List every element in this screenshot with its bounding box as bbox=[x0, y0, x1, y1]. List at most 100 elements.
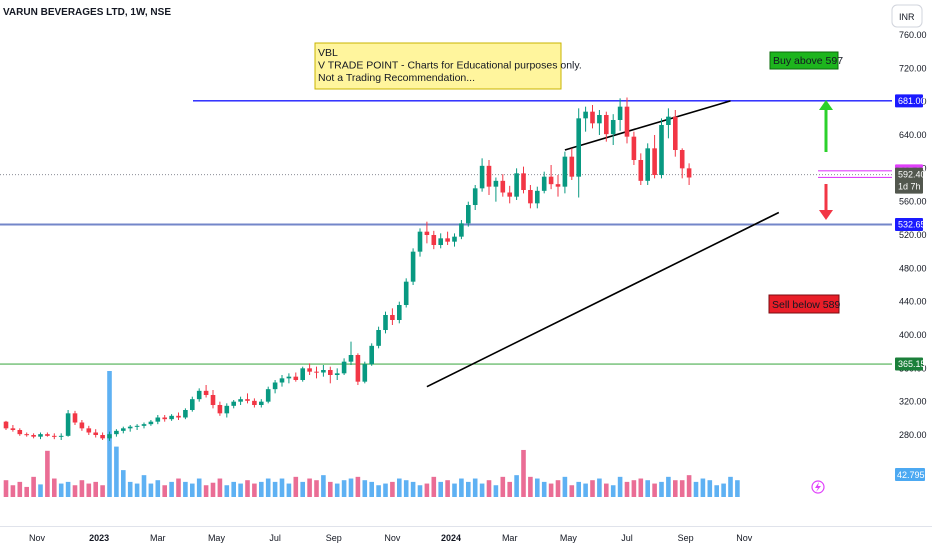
candle-body bbox=[383, 315, 388, 330]
candle-body bbox=[610, 120, 616, 135]
volume-bar bbox=[728, 476, 733, 497]
candle-body bbox=[328, 370, 333, 375]
candle-body bbox=[252, 400, 257, 405]
volume-bar bbox=[272, 481, 278, 497]
volume-bar bbox=[17, 481, 23, 497]
volume-bar bbox=[693, 481, 699, 497]
volume-bar bbox=[279, 478, 285, 497]
level-label-text: 532.65 bbox=[898, 220, 926, 230]
candle-body bbox=[590, 111, 595, 124]
candle-body bbox=[176, 415, 181, 418]
candle-body bbox=[65, 413, 71, 436]
candle-body bbox=[652, 148, 657, 175]
lightning-icon-bolt bbox=[815, 482, 821, 492]
candle-body bbox=[528, 190, 533, 204]
sell-label: Sell below 589 bbox=[768, 294, 840, 314]
candle-body bbox=[555, 184, 561, 187]
candle-body bbox=[121, 428, 126, 431]
volume-bar bbox=[597, 478, 602, 497]
volume-bar bbox=[479, 483, 485, 497]
volume-bar bbox=[707, 480, 713, 497]
candle-body bbox=[86, 428, 92, 433]
candle-body bbox=[376, 330, 381, 346]
volume-bar bbox=[314, 480, 319, 497]
candle-body bbox=[259, 401, 264, 405]
volume-bar bbox=[52, 478, 57, 497]
currency-button[interactable]: INR bbox=[891, 4, 923, 28]
volume-bar bbox=[31, 476, 36, 497]
candle-body bbox=[679, 150, 685, 169]
volume-bar bbox=[24, 486, 29, 497]
volume-bar bbox=[535, 478, 540, 497]
volume-bar bbox=[659, 481, 664, 497]
volume-bar bbox=[507, 481, 512, 497]
price-label: 592.40 1d 7h bbox=[895, 167, 926, 194]
candle-body bbox=[659, 125, 664, 175]
candle-body bbox=[548, 176, 554, 185]
volume-bar bbox=[293, 476, 299, 497]
volume-bar bbox=[300, 481, 305, 497]
lower-trendline bbox=[426, 211, 780, 388]
volume-bar bbox=[617, 476, 623, 497]
candle-body bbox=[403, 281, 409, 305]
volume-bar bbox=[190, 483, 195, 497]
volume-bar bbox=[203, 485, 209, 497]
volume-bar bbox=[638, 478, 644, 497]
volume-bar bbox=[376, 485, 381, 497]
volume-bar bbox=[148, 483, 154, 497]
candle-body bbox=[127, 426, 133, 429]
x-tick-label: Nov bbox=[384, 533, 401, 543]
y-tick-label: 280.00 bbox=[899, 430, 927, 440]
volume-bar bbox=[472, 478, 478, 497]
volume-bar bbox=[210, 482, 216, 497]
volume-bar bbox=[238, 483, 243, 497]
y-tick-label: 520.00 bbox=[899, 230, 927, 240]
candle-body bbox=[231, 401, 236, 406]
volume-bar bbox=[397, 478, 402, 497]
candle-body bbox=[562, 156, 568, 187]
volume-bar bbox=[721, 483, 726, 497]
candle-body bbox=[617, 106, 623, 120]
volume-bar bbox=[576, 481, 581, 497]
level-label-bg bbox=[895, 217, 923, 231]
level-label: 365.15 bbox=[895, 357, 926, 371]
y-tick-label: 720.00 bbox=[899, 63, 927, 73]
candle-body bbox=[114, 430, 119, 435]
volume-bar bbox=[38, 484, 43, 497]
x-tick-label: Mar bbox=[150, 533, 166, 543]
volume-bar bbox=[3, 480, 9, 497]
volume-bar bbox=[555, 480, 561, 497]
volume-bar bbox=[86, 483, 92, 497]
candle-body bbox=[514, 173, 519, 197]
candle-body bbox=[279, 378, 285, 383]
volume-bar bbox=[459, 478, 464, 497]
volume-bar bbox=[355, 476, 361, 497]
candle-body bbox=[624, 106, 630, 137]
volume-bar bbox=[10, 485, 16, 497]
candle-body bbox=[355, 355, 361, 382]
candle-body bbox=[348, 355, 354, 362]
volume-bar bbox=[183, 481, 188, 497]
volume-bar bbox=[631, 480, 637, 497]
candle-body bbox=[100, 435, 105, 439]
volume-bar bbox=[328, 481, 333, 497]
lightning-icon[interactable] bbox=[811, 480, 825, 494]
candle-body bbox=[24, 434, 29, 436]
volume-bar bbox=[735, 480, 740, 497]
candle-body bbox=[286, 376, 292, 379]
candle-body bbox=[597, 115, 602, 124]
volume-bar bbox=[583, 483, 588, 497]
volume-bar bbox=[700, 478, 706, 497]
volume-bar bbox=[438, 481, 443, 497]
volume-bar bbox=[196, 478, 202, 497]
candle-body bbox=[604, 115, 609, 135]
volume-bar bbox=[369, 481, 374, 497]
volume-bar bbox=[528, 476, 533, 497]
level-label-bg bbox=[895, 94, 923, 108]
candle-body bbox=[459, 223, 464, 237]
note-line: VBL bbox=[318, 47, 338, 59]
volume-bar bbox=[424, 483, 430, 497]
volume-bar bbox=[245, 480, 250, 497]
volume-bar bbox=[169, 481, 174, 497]
